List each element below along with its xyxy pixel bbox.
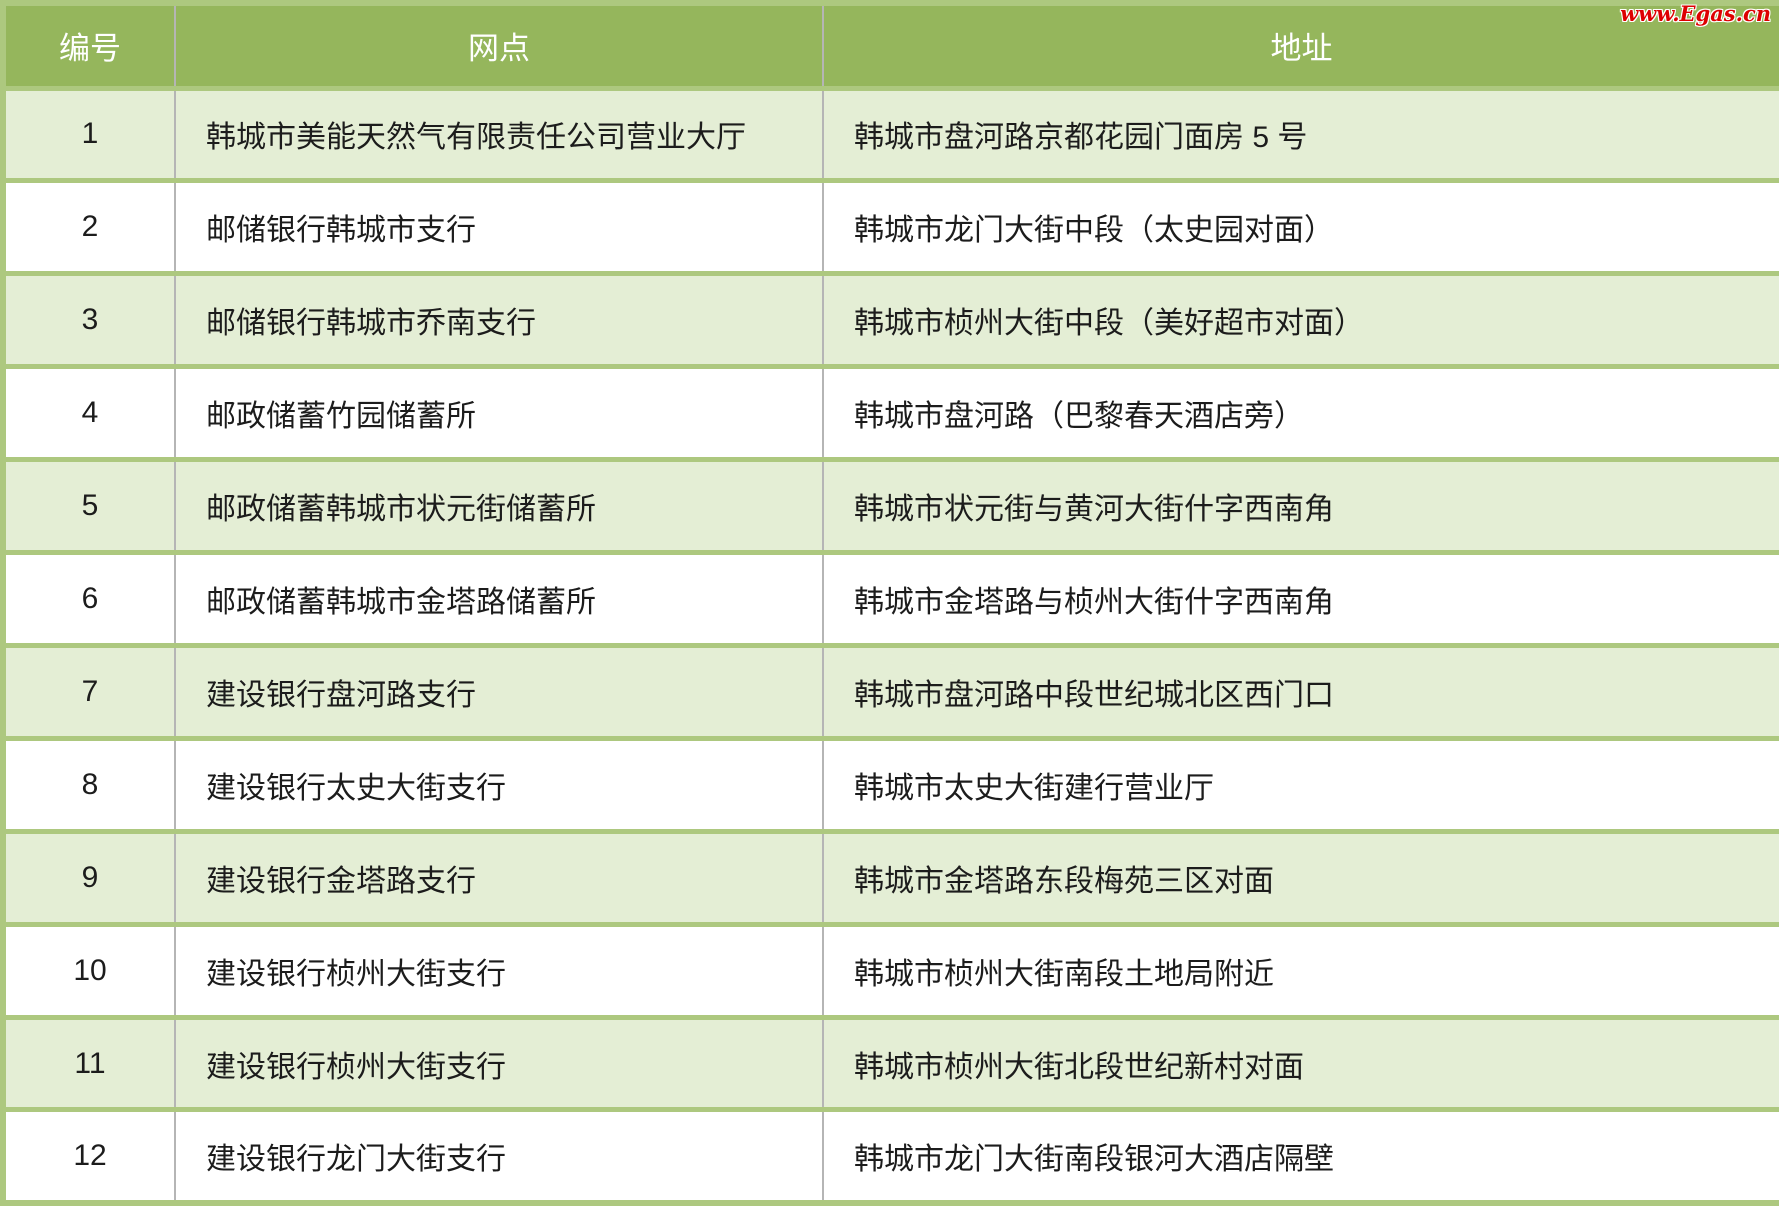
table-row: 7 建设银行盘河路支行 韩城市盘河路中段世纪城北区西门口: [3, 645, 1779, 741]
cell-branch: 建设银行桢州大街支行: [175, 924, 824, 1020]
cell-branch: 韩城市美能天然气有限责任公司营业大厅: [175, 88, 824, 184]
cell-address: 韩城市金塔路与桢州大街什字西南角: [823, 552, 1779, 648]
table-row: 10 建设银行桢州大街支行 韩城市桢州大街南段土地局附近: [3, 924, 1779, 1020]
cell-branch: 建设银行龙门大街支行: [175, 1109, 824, 1206]
table-row: 12 建设银行龙门大街支行 韩城市龙门大街南段银河大酒店隔壁: [3, 1109, 1779, 1206]
cell-address: 韩城市桢州大街北段世纪新村对面: [823, 1017, 1779, 1113]
table-body: 1 韩城市美能天然气有限责任公司营业大厅 韩城市盘河路京都花园门面房 5 号 2 邮储银…: [3, 88, 1779, 1206]
cell-number: 1: [3, 88, 176, 184]
table-row: 8 建设银行太史大街支行 韩城市太史大街建行营业厅: [3, 738, 1779, 834]
cell-branch: 建设银行盘河路支行: [175, 645, 824, 741]
cell-branch: 邮储银行韩城市乔南支行: [175, 273, 824, 370]
cell-address: 韩城市太史大街建行营业厅: [823, 738, 1779, 834]
table-row: 3 邮储银行韩城市乔南支行 韩城市桢州大街中段（美好超市对面）: [3, 273, 1779, 370]
cell-address: 韩城市桢州大街南段土地局附近: [823, 924, 1779, 1020]
table-row: 5 邮政储蓄韩城市状元街储蓄所 韩城市状元街与黄河大街什字西南角: [3, 459, 1779, 556]
cell-address: 韩城市盘河路（巴黎春天酒店旁）: [823, 366, 1779, 463]
cell-number: 8: [3, 738, 176, 834]
cell-address: 韩城市盘河路京都花园门面房 5 号: [823, 88, 1779, 184]
cell-branch: 邮储银行韩城市支行: [175, 180, 824, 277]
cell-number: 4: [3, 366, 176, 463]
col-header-branch: 网点: [175, 3, 824, 91]
cell-address: 韩城市龙门大街中段（太史园对面）: [823, 180, 1779, 277]
table-row: 9 建设银行金塔路支行 韩城市金塔路东段梅苑三区对面: [3, 831, 1779, 927]
watermark: www.Egas.cn: [1620, 1, 1771, 26]
cell-branch: 邮政储蓄韩城市金塔路储蓄所: [175, 552, 824, 648]
cell-number: 12: [3, 1109, 176, 1206]
cell-number: 9: [3, 831, 176, 927]
cell-branch: 建设银行金塔路支行: [175, 831, 824, 927]
cell-number: 3: [3, 273, 176, 370]
table-row: 6 邮政储蓄韩城市金塔路储蓄所 韩城市金塔路与桢州大街什字西南角: [3, 552, 1779, 648]
cell-branch: 邮政储蓄韩城市状元街储蓄所: [175, 459, 824, 556]
table-header: 编号 网点 地址: [3, 3, 1779, 91]
cell-branch: 邮政储蓄竹园储蓄所: [175, 366, 824, 463]
col-header-number: 编号: [3, 3, 176, 91]
cell-address: 韩城市龙门大街南段银河大酒店隔壁: [823, 1109, 1779, 1206]
cell-number: 11: [3, 1017, 176, 1113]
cell-number: 6: [3, 552, 176, 648]
table-row: 2 邮储银行韩城市支行 韩城市龙门大街中段（太史园对面）: [3, 180, 1779, 277]
table-row: 4 邮政储蓄竹园储蓄所 韩城市盘河路（巴黎春天酒店旁）: [3, 366, 1779, 463]
cell-number: 7: [3, 645, 176, 741]
cell-address: 韩城市状元街与黄河大街什字西南角: [823, 459, 1779, 556]
cell-number: 2: [3, 180, 176, 277]
col-header-address: 地址: [823, 3, 1779, 91]
cell-address: 韩城市金塔路东段梅苑三区对面: [823, 831, 1779, 927]
cell-number: 5: [3, 459, 176, 556]
header-row: 编号 网点 地址: [3, 3, 1779, 91]
cell-number: 10: [3, 924, 176, 1020]
table-row: 1 韩城市美能天然气有限责任公司营业大厅 韩城市盘河路京都花园门面房 5 号: [3, 88, 1779, 184]
cell-branch: 建设银行太史大街支行: [175, 738, 824, 834]
table-row: 11 建设银行桢州大街支行 韩城市桢州大街北段世纪新村对面: [3, 1017, 1779, 1113]
cell-address: 韩城市桢州大街中段（美好超市对面）: [823, 273, 1779, 370]
cell-address: 韩城市盘河路中段世纪城北区西门口: [823, 645, 1779, 741]
cell-branch: 建设银行桢州大街支行: [175, 1017, 824, 1113]
